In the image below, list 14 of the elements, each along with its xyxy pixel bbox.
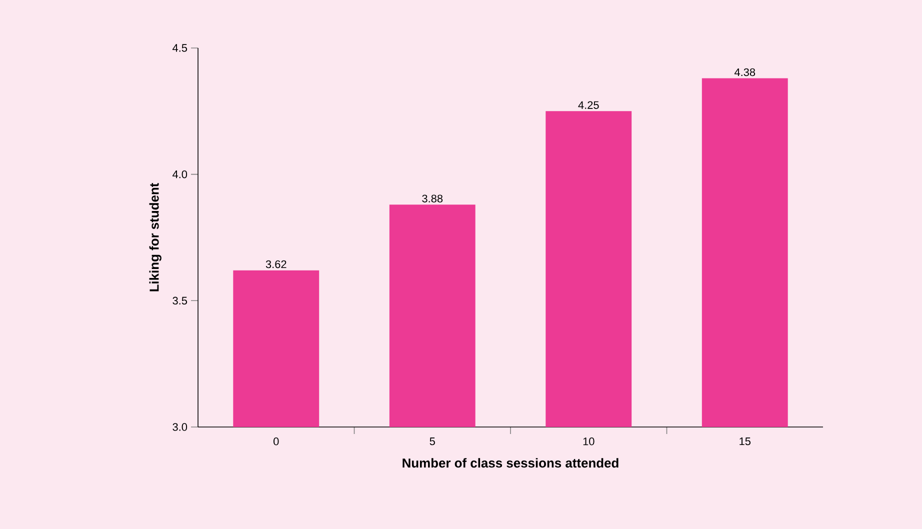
y-axis-title: Liking for student: [149, 182, 162, 292]
x-tick-label: 0: [274, 438, 279, 446]
x-tick-label: 5: [430, 438, 435, 446]
x-tick-label: 15: [740, 438, 751, 446]
data-label: 4.25: [578, 101, 599, 109]
data-label: 3.88: [422, 194, 443, 202]
x-tick-label: 10: [583, 438, 594, 446]
y-tick-label: 3.0: [172, 423, 188, 431]
data-label: 3.62: [266, 260, 286, 268]
y-tick-label: 3.5: [172, 296, 188, 305]
data-label: 4.38: [734, 68, 756, 76]
y-tick-label: 4.5: [172, 44, 188, 52]
y-tick-label: 4.0: [172, 170, 188, 178]
x-axis-title: Number of class sessions attended: [402, 458, 618, 468]
